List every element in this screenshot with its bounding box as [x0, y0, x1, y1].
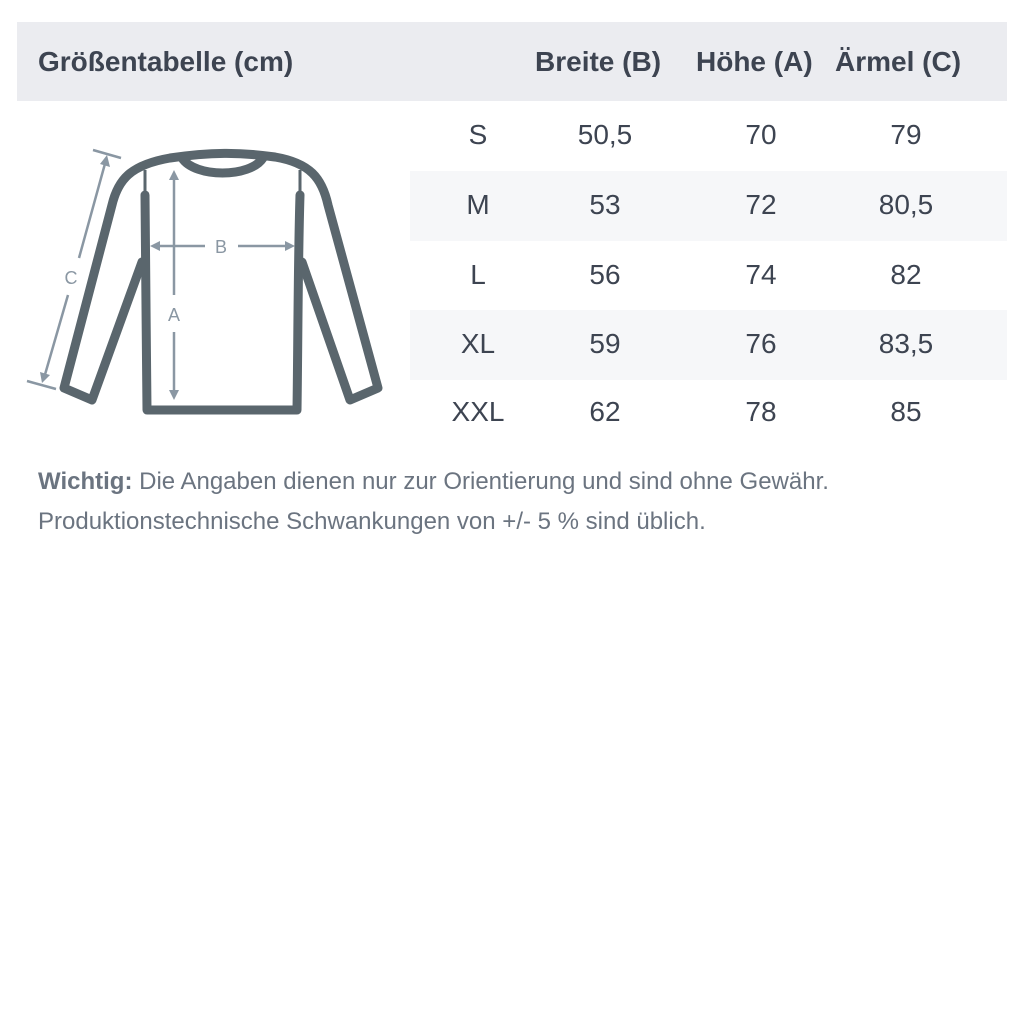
note-line2: Produktionstechnische Schwankungen von +… — [38, 508, 706, 535]
table-row: XXL 62 78 85 — [410, 378, 1007, 448]
label-c: C — [65, 268, 78, 288]
column-header-hoehe: Höhe (A) — [696, 46, 813, 77]
cell-breite: 50,5 — [577, 119, 633, 150]
cell-hoehe: 78 — [745, 396, 777, 427]
cell-hoehe: 70 — [745, 119, 777, 150]
cell-size: S — [468, 119, 488, 150]
sweater-outline-icon — [59, 148, 383, 415]
table-header: Größentabelle (cm) Breite (B) Höhe (A) Ä… — [17, 22, 1007, 101]
cell-hoehe: 74 — [745, 259, 777, 290]
column-header-aermel: Ärmel (C) — [835, 46, 962, 77]
table-row: XL 59 76 83,5 — [410, 310, 1007, 380]
cell-size: XL — [460, 328, 496, 359]
table-title: Größentabelle (cm) — [38, 46, 294, 77]
table-row: L 56 74 82 — [410, 241, 1007, 311]
cell-aermel: 79 — [890, 119, 922, 150]
cell-size: M — [466, 189, 490, 220]
table-row: S 50,5 70 79 — [410, 101, 1007, 171]
cell-aermel: 83,5 — [878, 328, 934, 359]
sweater-diagram: B A C — [26, 148, 383, 415]
cell-size: XXL — [451, 396, 505, 427]
cell-breite: 62 — [589, 396, 621, 427]
cell-aermel: 80,5 — [878, 189, 934, 220]
cell-breite: 56 — [589, 259, 621, 290]
label-b: B — [215, 237, 227, 257]
label-a: A — [168, 305, 180, 325]
table-row: M 53 72 80,5 — [410, 171, 1007, 241]
column-header-breite: Breite (B) — [535, 46, 662, 77]
cell-hoehe: 72 — [745, 189, 777, 220]
cell-hoehe: 76 — [745, 328, 777, 359]
note-line1: Die Angaben dienen nur zur Orientierung … — [132, 468, 829, 495]
cell-size: L — [470, 259, 486, 290]
cell-breite: 53 — [589, 189, 621, 220]
cell-aermel: 85 — [890, 396, 922, 427]
note: Wichtig: Die Angaben dienen nur zur Orie… — [38, 462, 829, 542]
note-label: Wichtig: — [38, 468, 133, 495]
cell-aermel: 82 — [890, 259, 922, 290]
cell-breite: 59 — [589, 328, 621, 359]
